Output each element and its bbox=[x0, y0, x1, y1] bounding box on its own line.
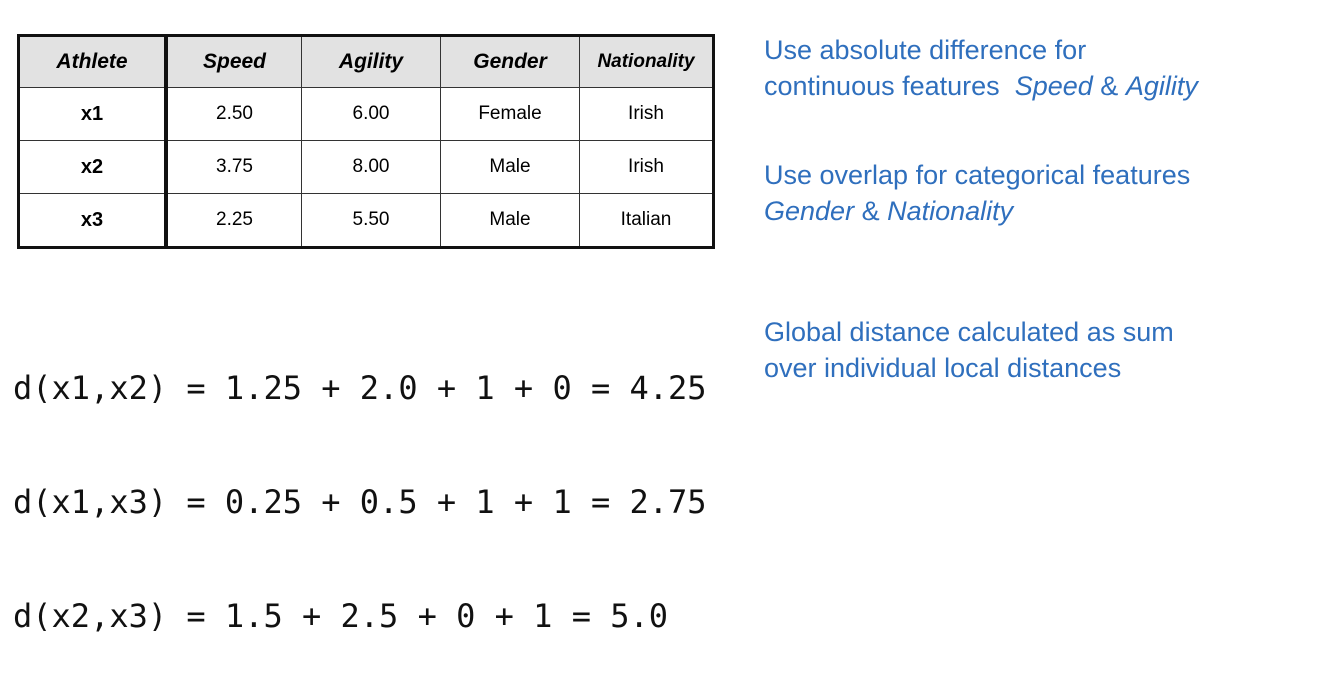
note-line: Gender & Nationality bbox=[764, 193, 1190, 229]
formula-line: d(x2,x3) = 1.5 + 2.5 + 0 + 1 = 5.0 bbox=[13, 597, 669, 635]
note-line: continuous features Speed & Agility bbox=[764, 68, 1198, 104]
cell-agility: 5.50 bbox=[301, 193, 441, 248]
note-line: over individual local distances bbox=[764, 353, 1122, 383]
distance-formulas: d(x1,x2) = 1.25 + 2.0 + 1 + 0 = 4.25 d(x… bbox=[13, 293, 707, 673]
cell-athlete: x3 bbox=[18, 193, 168, 248]
note-joiner: & bbox=[861, 196, 880, 226]
cell-speed: 2.25 bbox=[165, 193, 302, 248]
cell-agility: 6.00 bbox=[301, 87, 441, 141]
formula-line: d(x1,x3) = 0.25 + 0.5 + 1 + 1 = 2.75 bbox=[13, 483, 707, 521]
cell-gender: Female bbox=[440, 87, 580, 141]
formula-line: d(x1,x2) = 1.25 + 2.0 + 1 + 0 = 4.25 bbox=[13, 369, 707, 407]
categorical-features-note: Use overlap for categorical features Gen… bbox=[764, 157, 1190, 229]
cell-nationality: Irish bbox=[579, 140, 714, 194]
cell-gender: Male bbox=[440, 193, 580, 248]
header-athlete: Athlete bbox=[18, 35, 168, 88]
header-speed: Speed bbox=[165, 35, 302, 88]
header-nationality: Nationality bbox=[579, 35, 714, 88]
cell-athlete: x1 bbox=[18, 87, 168, 141]
feature-agility: Agility bbox=[1125, 71, 1198, 101]
feature-nationality: Nationality bbox=[887, 196, 1014, 226]
cell-nationality: Italian bbox=[579, 193, 714, 248]
note-line: Use overlap for categorical features bbox=[764, 160, 1191, 190]
note-text: continuous features bbox=[764, 71, 1000, 101]
feature-gender: Gender bbox=[764, 196, 855, 226]
feature-speed: Speed bbox=[1014, 71, 1093, 101]
continuous-features-note: Use absolute difference for continuous f… bbox=[764, 32, 1198, 104]
note-line: Use absolute difference for bbox=[764, 35, 1087, 65]
cell-nationality: Irish bbox=[579, 87, 714, 141]
cell-gender: Male bbox=[440, 140, 580, 194]
cell-speed: 3.75 bbox=[165, 140, 302, 194]
cell-athlete: x2 bbox=[18, 140, 168, 194]
table-row: x2 3.75 8.00 Male Irish bbox=[18, 140, 714, 194]
header-gender: Gender bbox=[440, 35, 580, 88]
athlete-table: Athlete Speed Agility Gender Nationality… bbox=[17, 34, 715, 249]
note-line: Global distance calculated as sum bbox=[764, 317, 1174, 347]
cell-speed: 2.50 bbox=[165, 87, 302, 141]
table-row: x3 2.25 5.50 Male Italian bbox=[18, 193, 714, 248]
table-row: x1 2.50 6.00 Female Irish bbox=[18, 87, 714, 141]
note-joiner: & bbox=[1100, 71, 1119, 101]
header-agility: Agility bbox=[301, 35, 441, 88]
global-distance-note: Global distance calculated as sum over i… bbox=[764, 314, 1174, 386]
cell-agility: 8.00 bbox=[301, 140, 441, 194]
table-header-row: Athlete Speed Agility Gender Nationality bbox=[18, 35, 714, 88]
